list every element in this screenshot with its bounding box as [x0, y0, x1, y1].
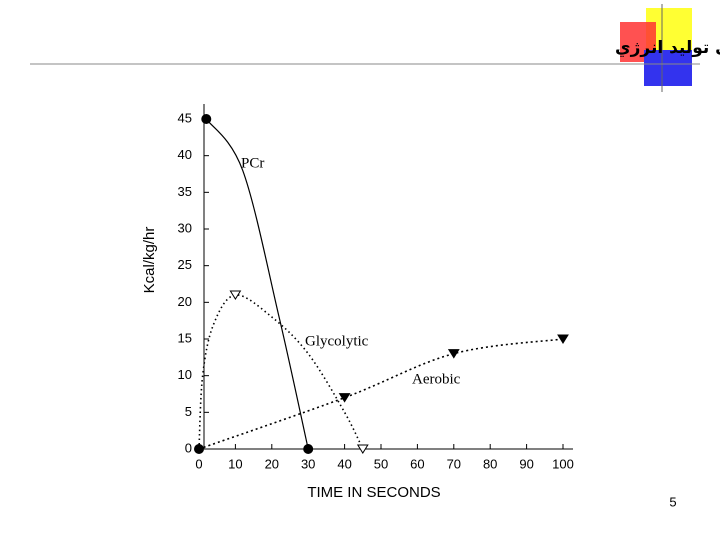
page-number: 5: [669, 494, 676, 509]
series-line: [205, 118, 309, 450]
y-tick-label: 20: [178, 294, 192, 309]
x-tick-label: 90: [519, 456, 533, 471]
y-tick-label: 35: [178, 184, 192, 199]
y-tick-label: 15: [178, 330, 192, 345]
deco-blue: [644, 50, 692, 86]
y-tick-label: 25: [178, 257, 192, 272]
point-marker: [303, 444, 314, 454]
point-marker: [447, 349, 460, 359]
point-marker: [356, 444, 369, 454]
x-axis-label: TIME IN SECONDS: [307, 484, 440, 501]
point-marker: [557, 334, 569, 344]
y-tick-label: 45: [178, 110, 192, 125]
point-marker: [194, 444, 204, 454]
point-marker: [201, 114, 212, 124]
x-tick-label: 80: [483, 456, 497, 471]
series-label: PCr: [241, 155, 264, 171]
x-tick-label: 0: [195, 456, 202, 471]
y-tick-label: 0: [185, 440, 192, 455]
y-tick-label: 30: [178, 220, 192, 235]
y-axis-label: Kcal/kg/hr: [141, 227, 158, 294]
y-tick-label: 10: [178, 367, 192, 382]
x-tick-label: 50: [374, 456, 388, 471]
series-label: Glycolytic: [305, 333, 369, 349]
x-tick-label: 10: [228, 456, 242, 471]
y-tick-label: 5: [185, 404, 192, 419]
x-tick-label: 30: [301, 456, 315, 471]
x-tick-label: 70: [447, 456, 461, 471]
point-marker: [338, 393, 351, 403]
x-tick-label: 40: [337, 456, 351, 471]
series-label: Aerobic: [412, 371, 461, 387]
y-tick-label: 40: [178, 147, 192, 162]
series-line: [198, 338, 564, 450]
series-line: [198, 294, 364, 450]
x-tick-label: 20: [265, 456, 279, 471]
point-marker: [229, 290, 242, 300]
slide-title: دورة زماني مکـانيزم‌هاي توليد انرژي: [615, 38, 720, 58]
x-tick-label: 60: [410, 456, 424, 471]
x-tick-label: 100: [552, 456, 574, 471]
